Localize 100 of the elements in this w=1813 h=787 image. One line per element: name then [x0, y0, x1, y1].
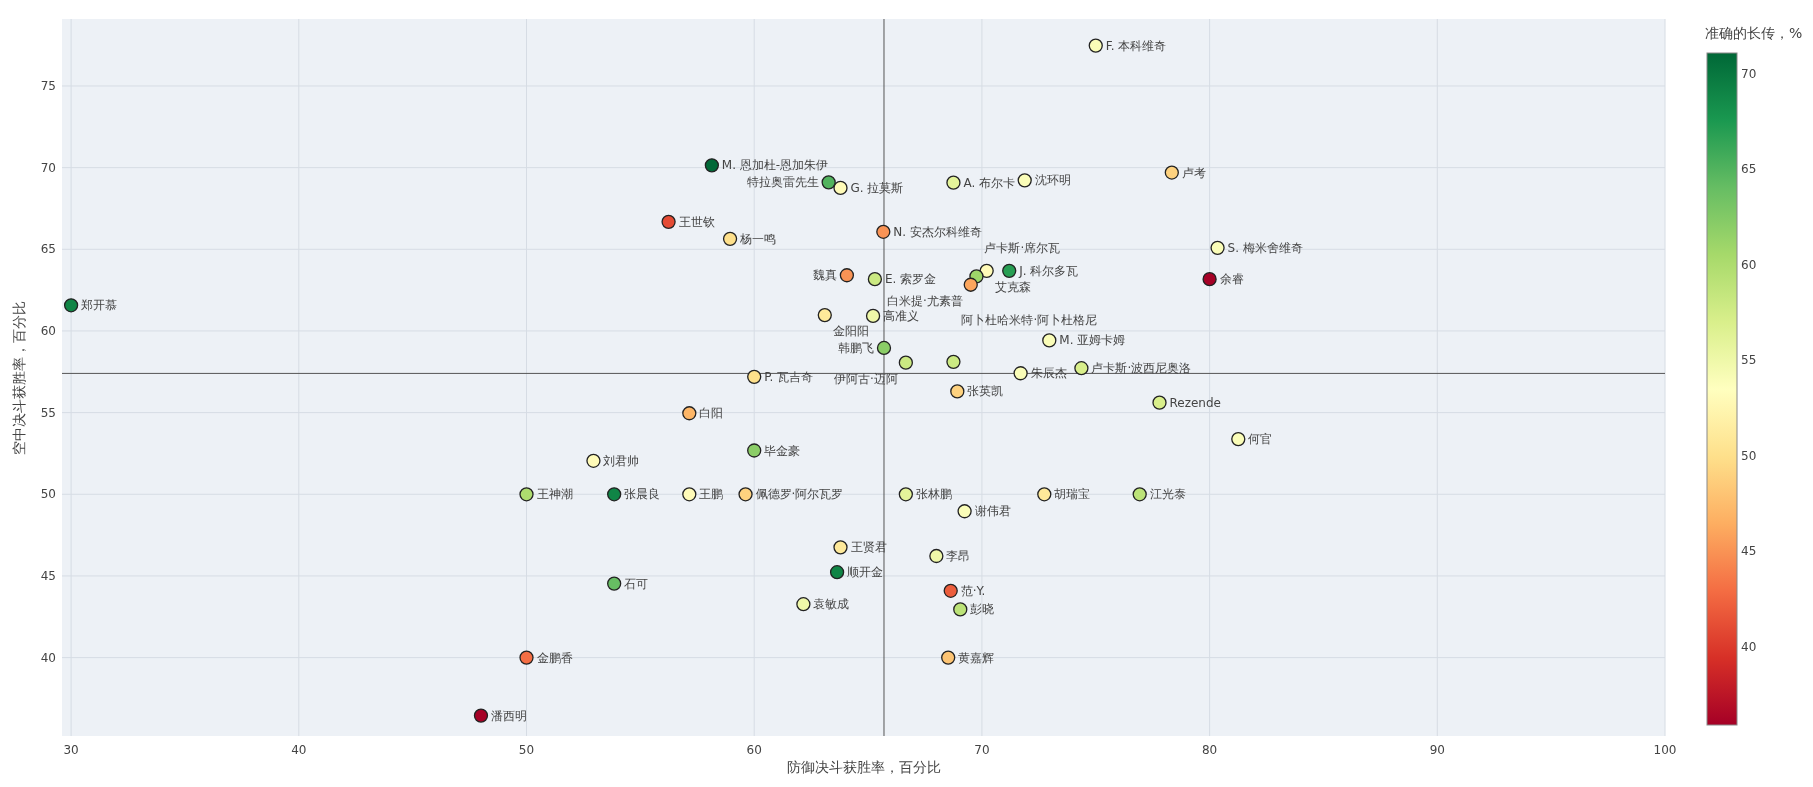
point	[898, 355, 913, 370]
annotation: 佩德罗·阿尔瓦罗	[755, 487, 844, 502]
x-tick-label: 80	[1201, 743, 1218, 757]
point	[898, 487, 913, 502]
point	[876, 340, 892, 356]
point	[796, 597, 811, 612]
annotation: 顺开金	[847, 565, 884, 580]
annotation: 魏真	[812, 268, 837, 283]
annotation: 余睿	[1219, 272, 1244, 287]
annotation: 沈环明	[1034, 173, 1071, 188]
point	[950, 384, 965, 399]
y-tick-label: 50	[40, 487, 56, 502]
x-tick-label: 40	[291, 743, 307, 757]
annotation: 江光泰	[1149, 487, 1186, 502]
point	[1037, 487, 1052, 502]
annotation: 卢卡斯·波西尼奥洛	[1091, 361, 1192, 376]
point	[821, 175, 836, 190]
color-bar-label: 65	[1741, 162, 1757, 177]
annotation: N. 安杰尔科维奇	[893, 224, 982, 239]
annotation: 艾克森	[994, 279, 1031, 294]
point	[957, 504, 972, 519]
y-tick-label: 60	[40, 323, 56, 338]
annotation: 刘君帅	[603, 453, 640, 468]
annotation: M. 恩加杜-恩加朱伊	[721, 158, 829, 173]
point	[929, 548, 944, 564]
y-tick-label: 75	[40, 78, 56, 93]
x-tick-label: 50	[518, 743, 535, 757]
annotation: 潘西明	[490, 708, 527, 723]
annotation: 毕金豪	[764, 443, 801, 458]
annotation: 卢卡斯·席尔瓦	[984, 241, 1061, 256]
point	[979, 263, 994, 278]
point	[1231, 431, 1246, 447]
point	[817, 307, 832, 323]
point	[943, 583, 958, 598]
point	[1152, 395, 1167, 410]
y-tick-label: 45	[40, 568, 56, 583]
annotation: M. 亚姆卡姆	[1059, 333, 1126, 348]
annotation: 王世钦	[678, 214, 715, 229]
annotation: S. 梅米舍维奇	[1227, 240, 1303, 255]
color-bar-title: 准确的长传，%	[1705, 25, 1803, 41]
annotation: 何官	[1248, 432, 1273, 447]
point	[519, 650, 534, 665]
color-bar-label: 70	[1741, 67, 1757, 81]
point	[607, 487, 622, 502]
annotation: 高准义	[883, 308, 920, 323]
x-tick-label: 30	[63, 743, 79, 757]
y-tick-label: 40	[40, 650, 56, 665]
point	[865, 308, 881, 324]
point	[586, 453, 601, 468]
point	[682, 406, 697, 421]
point	[1042, 333, 1057, 348]
annotation: 伊阿古·迈阿	[834, 371, 898, 386]
annotation: 卢考	[1181, 165, 1206, 180]
annotation: 金鹏香	[536, 650, 573, 665]
annotation: E. 索罗金	[884, 272, 937, 287]
annotation: 李昂	[946, 549, 971, 564]
annotation: 金阳阳	[832, 324, 869, 339]
point	[682, 487, 697, 502]
point	[1132, 487, 1147, 502]
point	[722, 231, 738, 246]
point	[1013, 366, 1028, 381]
annotation: F. 本科维奇	[1105, 38, 1167, 53]
point	[829, 565, 845, 580]
point	[963, 277, 978, 292]
annotation: A. 布尔卡	[963, 175, 1016, 190]
point	[867, 272, 883, 287]
point	[1202, 272, 1217, 287]
annotation: 王神潮	[536, 487, 573, 502]
annotation: 谢伟君	[974, 504, 1011, 519]
point	[607, 576, 622, 591]
annotation: 张英凯	[967, 384, 1004, 399]
annotation: 黄嘉辉	[958, 650, 995, 665]
annotation: 白米提·尤素普	[886, 293, 963, 308]
point	[839, 268, 855, 283]
annotation: 张林鹏	[915, 487, 952, 502]
point	[63, 298, 79, 313]
y-axis-title: 空中决斗获胜率，百分比	[11, 300, 27, 455]
annotation: 郑开慕	[81, 298, 118, 313]
point	[941, 650, 956, 665]
annotation: 范·Y.	[960, 583, 986, 598]
point	[833, 540, 848, 555]
annotation: 阿卜杜哈米特·阿卜杜格尼	[961, 312, 1098, 327]
point	[1074, 361, 1089, 376]
point	[1002, 263, 1017, 278]
point	[946, 175, 961, 190]
color-bar-label: 40	[1741, 639, 1757, 654]
point	[661, 214, 676, 229]
point	[747, 369, 762, 384]
color-bar-label: 55	[1741, 353, 1757, 368]
annotation: P. 瓦吉奇	[764, 369, 814, 384]
point	[1017, 173, 1032, 188]
point	[1088, 38, 1103, 53]
annotation: 韩鹏飞	[837, 340, 874, 355]
color-bar-label: 60	[1741, 257, 1757, 272]
annotation: 杨一鸣	[739, 231, 777, 246]
y-tick-label: 55	[40, 405, 56, 420]
y-tick-label: 65	[40, 242, 56, 257]
point	[1164, 165, 1179, 180]
point	[953, 602, 968, 617]
point	[747, 443, 762, 458]
